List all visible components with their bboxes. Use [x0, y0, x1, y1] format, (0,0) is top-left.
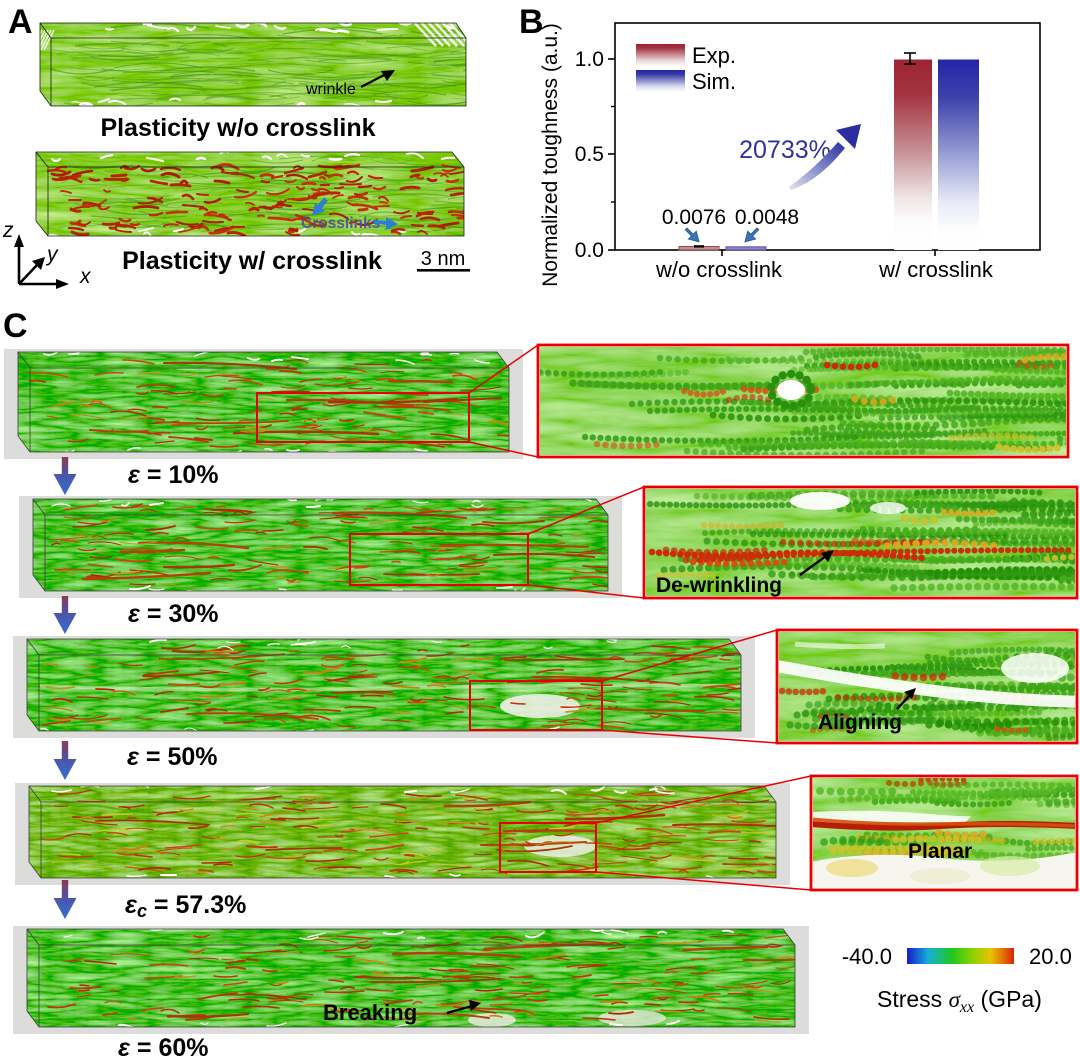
svg-text:Plasticity w/o crosslink: Plasticity w/o crosslink [100, 114, 375, 142]
svg-text:20.0: 20.0 [1029, 944, 1072, 969]
svg-text:-40.0: -40.0 [842, 944, 892, 969]
svg-text:3 nm: 3 nm [421, 248, 465, 270]
svg-text:Plasticity w/ crosslink: Plasticity w/ crosslink [122, 247, 382, 275]
svg-text:C: C [3, 307, 28, 345]
svg-text:20733%: 20733% [739, 136, 831, 164]
svg-text:Sim.: Sim. [692, 69, 736, 94]
svg-text:ε = 50%: ε = 50% [127, 743, 218, 771]
svg-text:y: y [45, 243, 59, 266]
svg-text:ε = 30%: ε = 30% [128, 600, 219, 628]
svg-text:A: A [8, 3, 33, 41]
svg-text:De-wrinkling: De-wrinkling [656, 574, 782, 597]
svg-text:0.0: 0.0 [575, 239, 604, 262]
svg-text:Planar: Planar [908, 840, 972, 863]
svg-text:ε = 60%: ε = 60% [118, 1034, 209, 1061]
svg-text:w/ crosslink: w/ crosslink [878, 257, 994, 282]
svg-text:wrinkle: wrinkle [305, 81, 356, 98]
svg-text:ε = 10%: ε = 10% [128, 461, 219, 489]
svg-text:Normalized toughness (a.u.): Normalized toughness (a.u.) [539, 23, 562, 287]
svg-text:Aligning: Aligning [818, 711, 902, 734]
svg-text:0.0076: 0.0076 [662, 206, 726, 229]
svg-text:z: z [2, 219, 14, 242]
svg-text:B: B [519, 3, 544, 41]
svg-text:w/o crosslink: w/o crosslink [655, 257, 783, 282]
svg-text:0.5: 0.5 [575, 143, 604, 166]
svg-text:Exp.: Exp. [692, 43, 736, 68]
svg-text:Breaking: Breaking [323, 1000, 417, 1025]
svg-text:Crosslinks: Crosslinks [301, 215, 380, 232]
svg-text:x: x [79, 265, 92, 288]
svg-text:Stress σxx (GPa): Stress σxx (GPa) [877, 986, 1042, 1016]
svg-text:1.0: 1.0 [575, 48, 604, 71]
svg-text:εc = 57.3%: εc = 57.3% [125, 891, 246, 921]
svg-text:0.0048: 0.0048 [735, 206, 799, 229]
